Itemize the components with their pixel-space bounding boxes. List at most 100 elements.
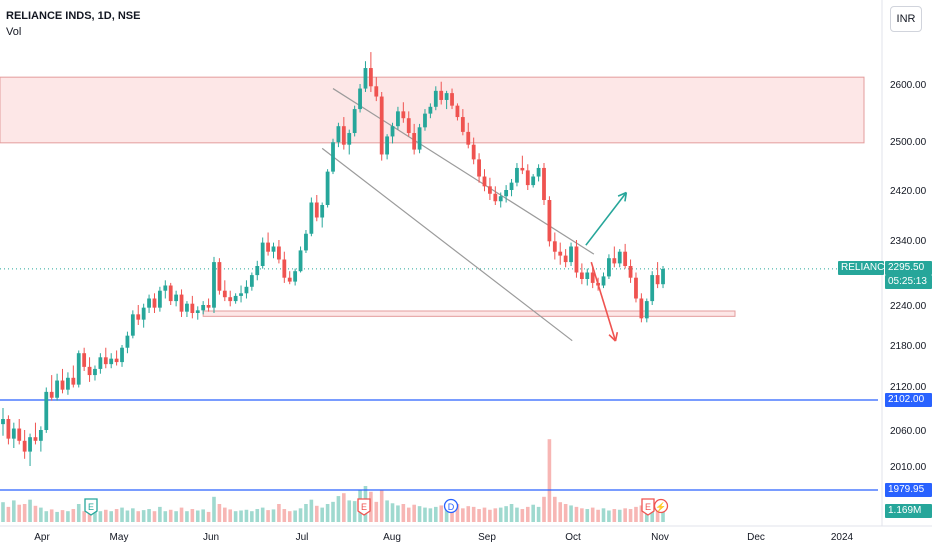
- volume-bar: [417, 506, 422, 522]
- candle-body: [136, 314, 141, 320]
- volume-bar: [87, 511, 92, 522]
- volume-bar: [596, 509, 600, 522]
- candle-body: [488, 186, 492, 194]
- volume-bar: [76, 504, 81, 522]
- symbol-title[interactable]: RELIANCE INDS, 1D, NSE: [6, 10, 141, 22]
- candle-body: [244, 286, 249, 294]
- dividend-marker-label: D: [448, 502, 455, 512]
- candle-body: [401, 111, 406, 119]
- volume-bar: [634, 506, 638, 522]
- split-marker[interactable]: [653, 498, 669, 514]
- volume-bar: [655, 504, 660, 522]
- candle-body: [428, 106, 433, 114]
- volume-bar: [612, 509, 617, 522]
- candle-body: [650, 275, 655, 302]
- split-marker-label: ⚡: [655, 501, 666, 513]
- volume-bar: [477, 509, 481, 522]
- candle-body: [579, 272, 584, 279]
- volume-bar: [1, 502, 5, 522]
- candle-body: [98, 357, 103, 369]
- volume-bar: [223, 507, 227, 522]
- candle-body: [655, 275, 660, 285]
- earnings-marker[interactable]: [84, 498, 98, 516]
- volume-bar: [444, 509, 449, 522]
- volume-bar: [185, 511, 189, 522]
- earnings-marker-label: E: [88, 502, 94, 512]
- candle-body: [547, 200, 552, 242]
- price-tick-label: 2180.00: [890, 341, 927, 352]
- candle-body: [255, 266, 260, 276]
- price-tick-label: 2010.00: [890, 462, 927, 473]
- volume-bar: [509, 504, 514, 522]
- candle-body: [341, 126, 346, 145]
- volume-bar: [428, 508, 433, 522]
- volume-bar: [6, 506, 11, 522]
- candle-body: [141, 307, 146, 320]
- earnings-marker[interactable]: [357, 498, 371, 516]
- candle-body: [498, 196, 503, 202]
- volume-bar: [131, 508, 135, 522]
- volume-bar: [488, 509, 492, 522]
- volume-bar: [255, 509, 260, 522]
- volume-bar: [298, 508, 303, 522]
- candle-body: [379, 96, 384, 155]
- support-zone[interactable]: [202, 310, 736, 317]
- volume-bar: [369, 491, 373, 522]
- bearish-arrow[interactable]: [590, 261, 617, 342]
- volume-bar: [71, 509, 76, 522]
- volume-bar: [82, 511, 86, 522]
- volume-bar: [396, 505, 400, 522]
- earnings-marker[interactable]: [641, 498, 655, 516]
- candle-body: [6, 419, 11, 439]
- volume-bar: [455, 504, 460, 522]
- candle-body: [406, 118, 411, 134]
- volume-value-label: 1.169M: [885, 504, 932, 518]
- candle-body: [287, 277, 292, 282]
- volume-bar: [547, 439, 552, 522]
- volume-bar: [244, 509, 249, 522]
- volume-bar: [628, 509, 633, 522]
- dividend-marker[interactable]: [443, 498, 459, 514]
- candle-body: [552, 241, 557, 252]
- candle-body: [17, 428, 22, 441]
- volume-bar: [406, 507, 411, 522]
- hline-price-label-1: 2102.00: [885, 393, 932, 407]
- volume-bar: [136, 511, 141, 522]
- volume-bar: [347, 500, 352, 522]
- volume-bar: [174, 511, 178, 522]
- volume-indicator-label[interactable]: Vol: [6, 26, 22, 38]
- last-price-label: 2295.50: [885, 261, 932, 275]
- candle-body: [260, 242, 265, 266]
- candle-body: [103, 357, 108, 365]
- volume-bar: [125, 510, 130, 522]
- bullish-arrow[interactable]: [585, 192, 627, 246]
- volume-bar: [325, 504, 330, 522]
- currency-button[interactable]: INR: [890, 6, 922, 32]
- volume-bar: [617, 509, 622, 522]
- candle-body: [493, 193, 498, 202]
- volume-bar: [585, 509, 590, 522]
- volume-bar: [282, 509, 287, 522]
- candle-body: [439, 90, 444, 100]
- volume-bar: [55, 511, 59, 522]
- price-tick-label: 2340.00: [890, 236, 927, 247]
- chart-header: RELIANCE INDS, 1D, NSE Vol: [6, 8, 140, 40]
- candle-body: [222, 290, 227, 298]
- volume-bar: [461, 508, 465, 522]
- volume-bar: [498, 507, 503, 522]
- candle-body: [466, 131, 471, 145]
- volume-bar: [336, 496, 341, 522]
- bullish-arrow-head: [617, 191, 628, 202]
- time-tick-label: May: [110, 532, 129, 543]
- candle-body: [385, 136, 390, 155]
- volume-bar: [120, 507, 124, 522]
- volume-bar: [60, 510, 65, 522]
- time-tick-label: Jun: [203, 532, 219, 543]
- candle-body: [607, 258, 611, 277]
- volume-bar: [93, 510, 97, 522]
- volume-bar: [266, 510, 270, 522]
- channel-lower-line[interactable]: [321, 147, 573, 342]
- candle-body: [282, 259, 287, 278]
- price-tick-label: 2500.00: [890, 137, 927, 148]
